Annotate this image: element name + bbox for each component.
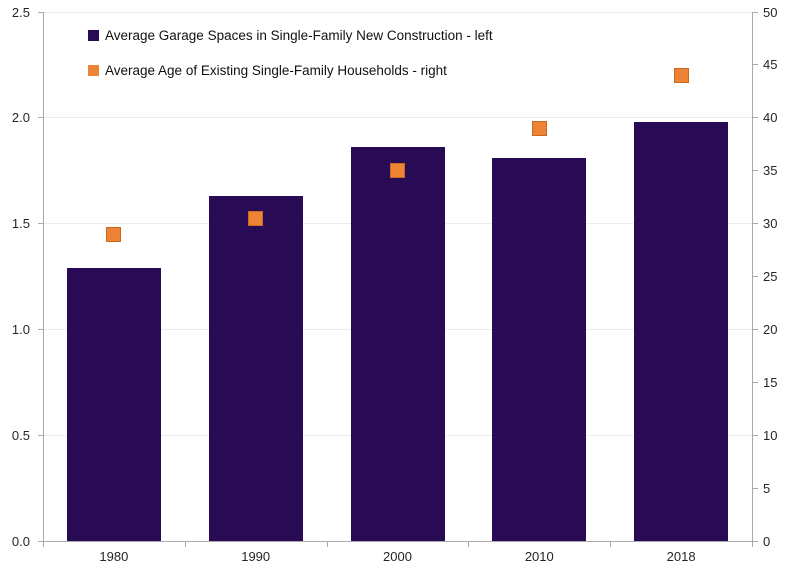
- bar-2010: [492, 158, 587, 541]
- bar-2000: [350, 147, 445, 541]
- right-axis-tick-label: 30: [763, 216, 778, 232]
- right-axis-tick: [753, 487, 758, 489]
- legend-label-garage-spaces: Average Garage Spaces in Single-Family N…: [105, 28, 493, 43]
- x-axis-label-1990: 1990: [241, 549, 271, 564]
- left-axis-tick-label: 0.5: [11, 427, 30, 443]
- right-axis-tick: [753, 11, 758, 13]
- right-axis-tick-label: 40: [763, 110, 778, 126]
- right-axis-tick-label: 5: [763, 480, 771, 496]
- bar-2018: [634, 122, 729, 541]
- right-axis-line: [752, 12, 753, 546]
- x-axis-label-2010: 2010: [524, 549, 554, 564]
- right-axis-tick: [753, 170, 758, 172]
- right-axis-tick-label: 45: [763, 57, 778, 73]
- right-axis-tick: [753, 117, 758, 119]
- marker-2000: [390, 163, 405, 179]
- right-axis-tick-label: 0: [763, 533, 771, 549]
- x-axis-tick: [468, 541, 470, 547]
- bar-1980: [66, 268, 161, 541]
- x-axis-tick: [43, 541, 44, 547]
- right-axis-tick-label: 15: [763, 374, 778, 390]
- left-axis-tick: [38, 434, 43, 436]
- legend-label-average-age: Average Age of Existing Single-Family Ho…: [105, 63, 447, 78]
- right-axis-tick-label: 20: [763, 321, 778, 337]
- left-axis-tick: [38, 540, 43, 542]
- left-axis-tick-label: 1.5: [11, 216, 30, 232]
- right-axis-tick-label: 10: [763, 427, 778, 443]
- legend-item-average-age: Average Age of Existing Single-Family Ho…: [88, 63, 493, 78]
- left-axis-tick-label: 2.0: [11, 110, 30, 126]
- left-axis-tick: [38, 11, 43, 13]
- x-axis-tick: [184, 541, 186, 547]
- marker-2010: [531, 120, 547, 136]
- gridline: [43, 11, 752, 13]
- bar-1990: [208, 196, 303, 541]
- right-axis-tick: [753, 434, 758, 436]
- right-axis-tick-label: 25: [763, 269, 778, 284]
- right-axis-tick-label: 50: [763, 4, 778, 20]
- x-axis-tick: [752, 541, 753, 547]
- x-axis-tick: [326, 541, 328, 547]
- left-axis-tick-label: 1.0: [11, 321, 30, 337]
- right-axis-tick: [753, 223, 758, 225]
- left-axis-tick-label: 2.5: [11, 4, 30, 20]
- marker-1980: [106, 226, 122, 242]
- right-axis-tick: [753, 540, 758, 542]
- left-axis-tick: [38, 117, 43, 119]
- marker-2018: [673, 67, 689, 83]
- left-axis-tick-label: 0.0: [11, 533, 30, 549]
- gridline: [43, 117, 752, 119]
- right-axis-tick-label: 35: [763, 163, 778, 179]
- x-axis-label-2018: 2018: [666, 549, 696, 564]
- scatter-series-legend-marker-icon: [88, 65, 99, 76]
- left-axis-tick: [38, 223, 43, 225]
- x-axis-line: [43, 541, 753, 542]
- left-axis-line: [43, 12, 44, 541]
- marker-1990: [248, 210, 264, 226]
- x-axis-label-2000: 2000: [383, 549, 412, 564]
- right-axis-tick: [753, 64, 758, 66]
- right-axis-tick: [753, 328, 758, 330]
- right-axis-tick: [753, 276, 758, 277]
- x-axis-tick: [610, 541, 612, 547]
- x-axis-label-1980: 1980: [99, 549, 129, 564]
- legend-item-garage-spaces: Average Garage Spaces in Single-Family N…: [88, 28, 493, 43]
- legend: Average Garage Spaces in Single-Family N…: [88, 28, 493, 78]
- bar-series-legend-marker-icon: [88, 30, 99, 41]
- right-axis-tick: [753, 381, 758, 383]
- left-axis-tick: [38, 328, 43, 330]
